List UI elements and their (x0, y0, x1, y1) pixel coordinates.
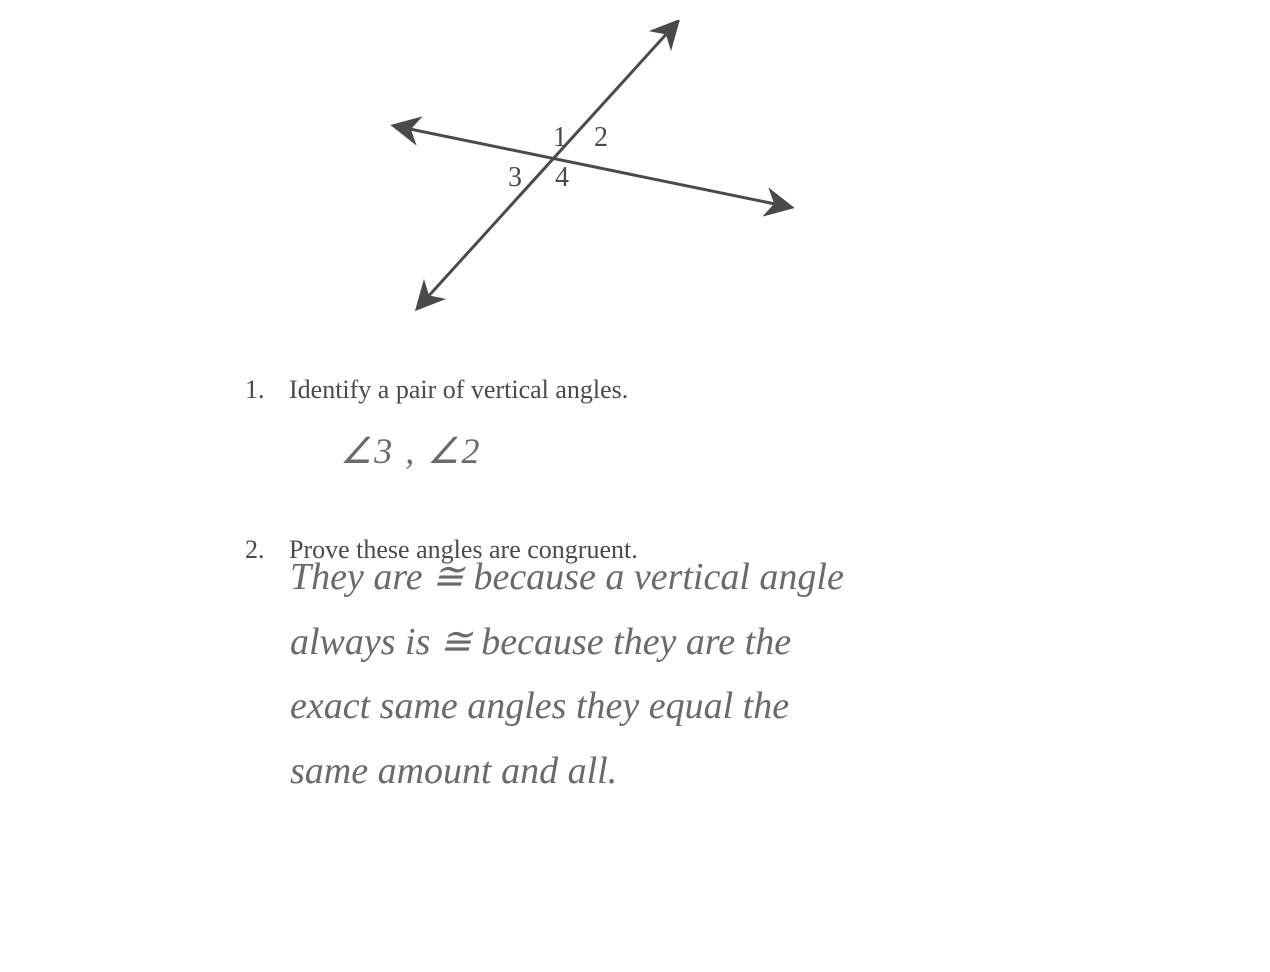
question-2-number: 2. (245, 535, 273, 565)
answer-2-line-4: same amount and all. (290, 739, 1220, 804)
question-1-number: 1. (245, 375, 273, 405)
intersecting-lines-diagram: 1 2 3 4 (380, 20, 800, 320)
line-diagonal (425, 30, 670, 300)
answer-2-line-1: They are ≅ because a vertical angle (290, 545, 1220, 610)
diagram-svg (380, 20, 800, 320)
handwritten-answer-1: ∠3 , ∠2 (340, 430, 482, 472)
line-horizontal (405, 128, 780, 205)
angle-label-4: 4 (555, 162, 569, 194)
question-1: 1. Identify a pair of vertical angles. (245, 375, 638, 405)
angle-label-3: 3 (508, 162, 522, 194)
answer-2-line-2: always is ≅ because they are the (290, 610, 1220, 675)
answer-2-line-3: exact same angles they equal the (290, 674, 1220, 739)
angle-label-2: 2 (594, 122, 608, 154)
question-1-text: Identify a pair of vertical angles. (289, 375, 628, 405)
angle-label-1: 1 (553, 122, 567, 154)
handwritten-answer-2: They are ≅ because a vertical angle alwa… (290, 545, 1220, 803)
